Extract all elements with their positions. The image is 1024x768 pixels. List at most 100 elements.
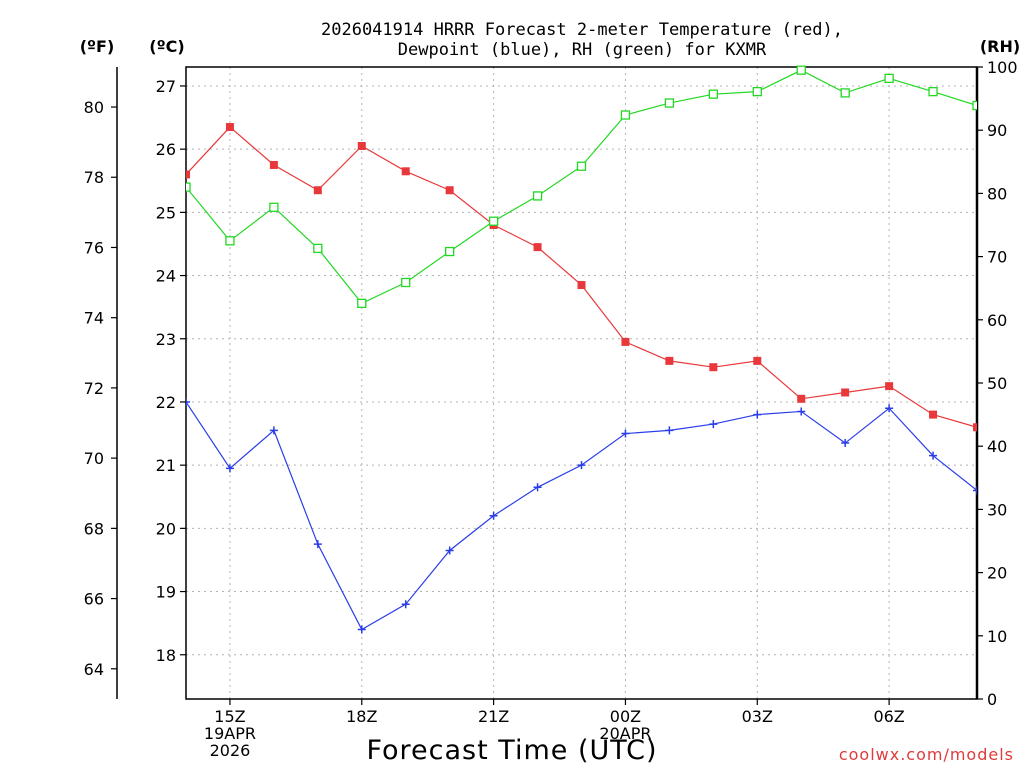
rh-tick-label: 50 — [987, 374, 1007, 393]
dewpoint-point — [973, 486, 977, 495]
dewpoint-point — [186, 397, 190, 406]
temperature-point — [621, 337, 630, 346]
temperature-point — [269, 160, 278, 169]
dewpoint-point — [841, 439, 850, 448]
celsius-tick-label: 25 — [156, 203, 176, 222]
fahrenheit-tick-label: 78 — [84, 168, 104, 187]
temperature-point — [841, 388, 850, 397]
temperature-point — [186, 170, 190, 179]
temperature-point — [225, 123, 234, 132]
rh-point — [269, 202, 279, 212]
series-rh — [186, 65, 977, 309]
x-axis-title: Forecast Time (UTC) — [366, 735, 657, 766]
temperature-point — [313, 186, 322, 195]
dewpoint-point — [225, 464, 234, 473]
x-tick-label: 03Z — [742, 707, 773, 726]
celsius-tick-label: 27 — [156, 77, 176, 96]
rh-point — [752, 86, 762, 97]
rh-point — [664, 98, 675, 108]
celsius-tick-label: 24 — [156, 267, 176, 286]
celsius-tick-label: 21 — [156, 456, 176, 475]
rh-tick-label: 90 — [987, 121, 1007, 140]
series-line-temperature — [186, 126, 977, 428]
dewpoint-point — [313, 540, 322, 549]
x-tick-label: 2026 — [210, 741, 251, 760]
rh-point — [488, 216, 499, 226]
fahrenheit-tick-label: 74 — [84, 309, 104, 328]
dewpoint-point — [665, 426, 674, 435]
series-line-dewpoint — [186, 401, 977, 631]
rh-point — [445, 246, 455, 257]
x-tick-label: 20APR — [599, 724, 651, 743]
rh-point — [884, 73, 894, 84]
rh-tick-label: 60 — [987, 311, 1007, 330]
dewpoint-point — [753, 410, 762, 419]
dewpoint-point — [401, 600, 410, 609]
rh-point — [357, 298, 367, 309]
rh-point — [620, 110, 631, 120]
dewpoint-point — [797, 407, 806, 416]
celsius-tick-label: 23 — [156, 330, 176, 349]
rh-point — [225, 236, 235, 246]
dewpoint-point — [621, 429, 630, 438]
rh-point — [840, 88, 850, 98]
rh-axis-label: (RH) — [980, 37, 1020, 56]
fahrenheit-tick-label: 76 — [84, 238, 104, 257]
dewpoint-point — [445, 546, 454, 555]
x-tick-label: 00Z — [610, 707, 641, 726]
dewpoint-point — [709, 420, 718, 429]
fahrenheit-tick-label: 70 — [84, 449, 104, 468]
celsius-axis-label: (ºC) — [149, 37, 184, 56]
data-series — [186, 65, 977, 634]
rh-tick-label: 40 — [987, 437, 1007, 456]
rh-point — [928, 86, 938, 97]
rh-point — [532, 191, 543, 201]
x-tick-label: 19APR — [204, 724, 256, 743]
temperature-point — [753, 356, 762, 365]
rh-point — [796, 65, 806, 75]
temperature-point — [401, 167, 410, 176]
rh-point — [708, 89, 718, 99]
dewpoint-point — [489, 511, 498, 520]
rh-tick-label: 0 — [987, 690, 997, 709]
fahrenheit-axis-label: (ºF) — [80, 37, 115, 56]
dewpoint-point — [269, 426, 278, 435]
fahrenheit-tick-label: 80 — [84, 98, 104, 117]
temperature-point — [445, 186, 454, 195]
celsius-tick-label: 19 — [156, 583, 176, 602]
x-tick-label: 18Z — [346, 707, 377, 726]
dewpoint-point — [357, 625, 366, 634]
fahrenheit-tick-label: 64 — [84, 660, 104, 679]
rh-tick-label: 70 — [987, 248, 1007, 267]
dewpoint-point — [577, 461, 586, 470]
x-tick-label: 21Z — [478, 707, 509, 726]
rh-tick-label: 10 — [987, 627, 1007, 646]
temperature-point — [885, 382, 894, 391]
celsius-tick-label: 20 — [156, 519, 176, 538]
fahrenheit-tick-label: 68 — [84, 519, 104, 538]
series-dewpoint — [186, 397, 977, 634]
celsius-tick-label: 22 — [156, 393, 176, 412]
dewpoint-point — [929, 451, 938, 460]
credit-text: coolwx.com/models — [839, 745, 1014, 764]
celsius-tick-label: 18 — [156, 646, 176, 665]
rh-point — [972, 100, 977, 111]
rh-tick-label: 100 — [987, 58, 1018, 77]
temperature-point — [357, 142, 366, 150]
celsius-tick-label: 26 — [156, 140, 176, 159]
rh-point — [313, 243, 323, 254]
temperature-point — [665, 356, 674, 365]
fahrenheit-tick-label: 66 — [84, 590, 104, 609]
rh-tick-label: 80 — [987, 184, 1007, 203]
rh-point — [576, 161, 587, 171]
rh-point — [186, 182, 191, 192]
temperature-point — [929, 410, 938, 419]
rh-tick-label: 20 — [987, 564, 1007, 583]
temperature-point — [577, 281, 586, 290]
temperature-point — [797, 394, 806, 403]
dewpoint-point — [885, 404, 894, 413]
dewpoint-point — [533, 483, 542, 492]
temperature-point — [709, 363, 718, 372]
fahrenheit-tick-label: 72 — [84, 379, 104, 398]
